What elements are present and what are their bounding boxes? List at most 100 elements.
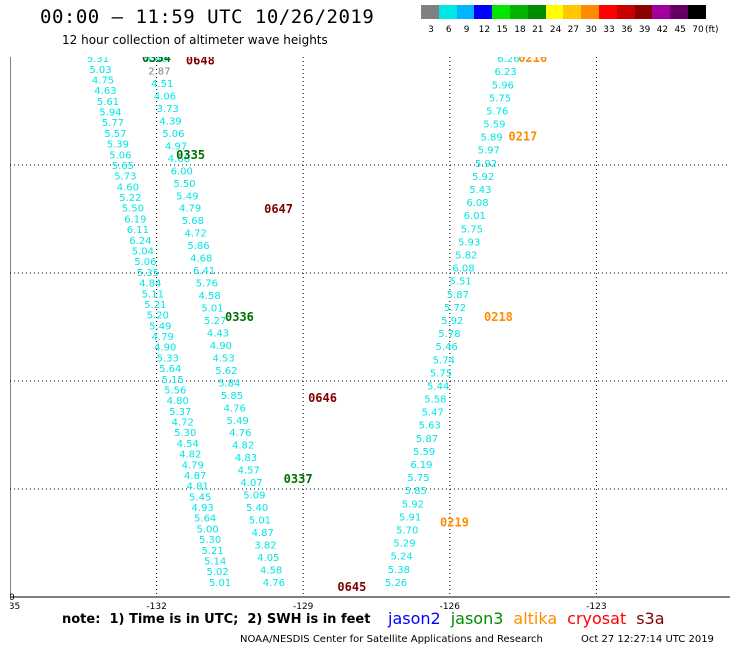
wave-height-value: 5.47 xyxy=(421,408,443,419)
wave-height-value: 6.08 xyxy=(452,264,474,275)
legend-swatch xyxy=(599,5,617,19)
wave-height-value: 4.40 xyxy=(145,57,167,65)
wave-height-value: 5.15 xyxy=(162,375,184,386)
wave-height-value: 5.11 xyxy=(142,289,164,300)
wave-height-value: 5.03 xyxy=(89,65,111,76)
wave-height-value: 4.54 xyxy=(177,439,199,450)
legend-label: 70 xyxy=(692,25,704,35)
wave-height-value: 4.51 xyxy=(151,79,173,90)
wave-height-value: 5.26 xyxy=(385,578,407,589)
wave-height-value: 5.75 xyxy=(461,224,483,235)
wave-height-value: 4.57 xyxy=(238,466,260,477)
legend-swatch xyxy=(510,5,528,19)
legend-swatch xyxy=(581,5,599,19)
wave-height-value: 5.21 xyxy=(202,546,224,557)
wave-height-value: 4.82 xyxy=(179,450,201,461)
wave-height-value: 4.80 xyxy=(167,396,189,407)
track-time-label: 0645 xyxy=(337,580,366,594)
wave-height-value: 5.97 xyxy=(478,146,500,157)
wave-height-value: 5.63 xyxy=(419,421,441,432)
wave-height-value: 5.73 xyxy=(114,172,136,183)
wave-height-value: 5.31 xyxy=(87,57,109,65)
wave-height-value: 4.58 xyxy=(199,291,221,302)
satellite-label: altika xyxy=(513,609,558,628)
wave-height-value: 3.73 xyxy=(157,104,179,115)
wave-height-value: 5.76 xyxy=(486,106,508,117)
wave-height-value: 5.64 xyxy=(194,514,216,525)
legend-label: 6 xyxy=(445,25,452,35)
wave-height-value: 5.59 xyxy=(413,447,435,458)
wave-height-value: 5.49 xyxy=(226,416,248,427)
wave-height-value: 5.04 xyxy=(132,246,154,257)
latitude-tick-label: -10 xyxy=(10,593,15,603)
wave-height-value: 4.63 xyxy=(94,86,116,97)
map-title: 00:00 – 11:59 UTC 10/26/2019 xyxy=(40,6,375,28)
wave-height-value: 5.68 xyxy=(182,216,204,227)
wave-height-value: 4.68 xyxy=(190,254,212,265)
track-time-label: 0218 xyxy=(484,310,513,324)
longitude-tick-label: -132 xyxy=(146,602,166,612)
wave-height-value: 5.22 xyxy=(119,193,141,204)
wave-height-value: 4.76 xyxy=(229,428,251,439)
wave-height-value: 5.75 xyxy=(489,93,511,104)
wave-height-value: 5.58 xyxy=(424,395,446,406)
altimeter-map: -135-132-129-126-123-1200-2-4-6-8-10 5.3… xyxy=(10,57,730,612)
legend-swatch xyxy=(688,5,706,19)
wave-height-value: 5.85 xyxy=(405,486,427,497)
legend-label: 9 xyxy=(463,25,470,35)
wave-height-value: 5.50 xyxy=(173,179,195,190)
wave-height-value: 4.93 xyxy=(192,503,214,514)
wave-height-value: 5.06 xyxy=(162,129,184,140)
track-time-label: 0648 xyxy=(186,57,215,68)
wave-height-value: 4.39 xyxy=(159,116,181,127)
legend-label: 18 xyxy=(514,25,526,35)
map-frame xyxy=(10,57,730,598)
wave-height-value: 5.87 xyxy=(416,434,438,445)
wave-height-value: 4.90 xyxy=(154,343,176,354)
wave-height-value: 4.82 xyxy=(232,441,254,452)
wave-height-value: 4.79 xyxy=(152,332,174,343)
wave-height-value: 5.92 xyxy=(475,159,497,170)
wave-height-value: 5.21 xyxy=(144,300,166,311)
legend-swatch xyxy=(634,5,653,19)
longitude-tick-label: -135 xyxy=(10,602,20,612)
track-time-label: 0646 xyxy=(308,391,337,405)
legend-swatch xyxy=(527,5,546,19)
legend-swatch xyxy=(616,5,635,19)
wave-height-value: 5.00 xyxy=(197,524,219,535)
footer-note: note: 1) Time is in UTC; 2) SWH is in fe… xyxy=(62,612,371,627)
footer-credit: NOAA/NESDIS Center for Satellite Applica… xyxy=(240,634,543,645)
footer-timestamp: Oct 27 12:27:14 UTC 2019 xyxy=(581,634,714,645)
wave-height-value: 5.37 xyxy=(169,407,191,418)
legend-label: 33 xyxy=(603,25,615,35)
wave-height-value: 4.68 xyxy=(168,154,190,165)
legend-unit: (ft) xyxy=(705,25,719,35)
wave-height-value: 5.64 xyxy=(159,364,181,375)
wave-height-value: 4.76 xyxy=(224,403,246,414)
wave-height-value: 5.40 xyxy=(246,503,268,514)
track-time-labels: 0334 0335 0336 0337 0648 0647 0646 0645 0216 0217… xyxy=(142,57,547,594)
wave-height-value: 4.72 xyxy=(172,418,194,429)
legend-label: 21 xyxy=(532,25,544,35)
wave-height-value: 4.81 xyxy=(187,482,209,493)
longitude-tick-label: -123 xyxy=(586,602,606,612)
wave-height-value: 5.43 xyxy=(469,185,491,196)
wave-height-value: 4.72 xyxy=(185,229,207,240)
satellite-label: jason3 xyxy=(450,609,504,628)
map-subtitle: 12 hour collection of altimeter wave hei… xyxy=(62,33,328,47)
wave-height-value: 6.00 xyxy=(171,166,193,177)
longitude-tick-label: -129 xyxy=(293,602,314,612)
wave-height-value: 4.84 xyxy=(139,279,161,290)
track-time-label: 0216 xyxy=(518,57,547,65)
legend-swatch xyxy=(652,5,671,19)
wave-height-value: 5.72 xyxy=(444,303,466,314)
wave-height-value: 4.75 xyxy=(92,75,114,86)
wave-height-value: 5.35 xyxy=(137,268,159,279)
wave-height-value: 5.09 xyxy=(243,491,265,502)
legend-label: 45 xyxy=(674,25,686,35)
wave-height-value: 5.57 xyxy=(104,129,126,140)
legend-swatch xyxy=(492,5,510,19)
wave-height-value: 5.01 xyxy=(249,516,271,527)
wave-height-value: 5.27 xyxy=(204,316,226,327)
wave-height-value: 4.60 xyxy=(117,182,139,193)
